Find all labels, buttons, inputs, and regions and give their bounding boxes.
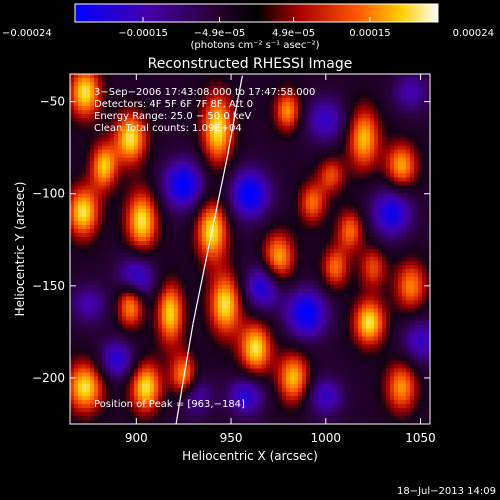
x-tick-label-3: 1050 bbox=[405, 431, 436, 445]
annotation-energy: Energy Range: 25.0 − 50.0 keV bbox=[94, 111, 251, 122]
limb-line bbox=[175, 75, 243, 424]
x-tick-label-0: 900 bbox=[125, 431, 148, 445]
colorbar-tick-label-0: −0.00024 bbox=[2, 28, 52, 39]
x-axis-label: Heliocentric X (arcsec) bbox=[182, 449, 318, 463]
colorbar-tick-label-2: −4.9e−05 bbox=[194, 28, 246, 39]
x-tick-label-2: 1000 bbox=[311, 431, 342, 445]
colorbar-unit: (photons cm⁻² s⁻¹ asec⁻²) bbox=[190, 40, 319, 51]
colorbar-tick-label-4: 0.00015 bbox=[349, 28, 390, 39]
x-tick-label-1: 950 bbox=[220, 431, 243, 445]
y-tick-label-0: −50 bbox=[40, 95, 65, 109]
footer-timestamp: 18−Jul−2013 14:09 bbox=[397, 486, 496, 497]
colorbar-ticks: −0.00024 −0.00015 −4.9e−05 4.9e−05 0.00015 0.… bbox=[2, 17, 494, 39]
y-tick-label-3: −200 bbox=[32, 371, 65, 385]
y-axis-label: Heliocentric Y (arcsec) bbox=[13, 182, 27, 317]
colorbar-tick-label-3: 4.9e−05 bbox=[272, 28, 315, 39]
x-axis-ticks: 900 950 1000 1050 bbox=[125, 74, 436, 445]
y-axis-ticks: −50 −100 −150 −200 bbox=[32, 95, 430, 385]
annotation-time: 3−Sep−2006 17:43:08.000 to 17:47:58.000 bbox=[94, 87, 315, 98]
colorbar bbox=[74, 3, 439, 23]
colorbar-tick-label-5: 0.00024 bbox=[453, 28, 494, 39]
plot-frame bbox=[69, 73, 431, 425]
annotation-peak: Position of Peak = [963,−184] bbox=[94, 399, 245, 410]
y-tick-label-1: −100 bbox=[32, 187, 65, 201]
annotation-detectors: Detectors: 4F 5F 6F 7F 8F, Att 0 bbox=[94, 99, 253, 110]
y-tick-label-2: −150 bbox=[32, 279, 65, 293]
heatmap-image bbox=[70, 74, 430, 424]
chart-title: Reconstructed RHESSI Image bbox=[148, 56, 353, 72]
colorbar-tick-label-1: −0.00015 bbox=[118, 28, 168, 39]
annotation-method: Clean Total counts: 1.09E+04 bbox=[94, 123, 242, 134]
